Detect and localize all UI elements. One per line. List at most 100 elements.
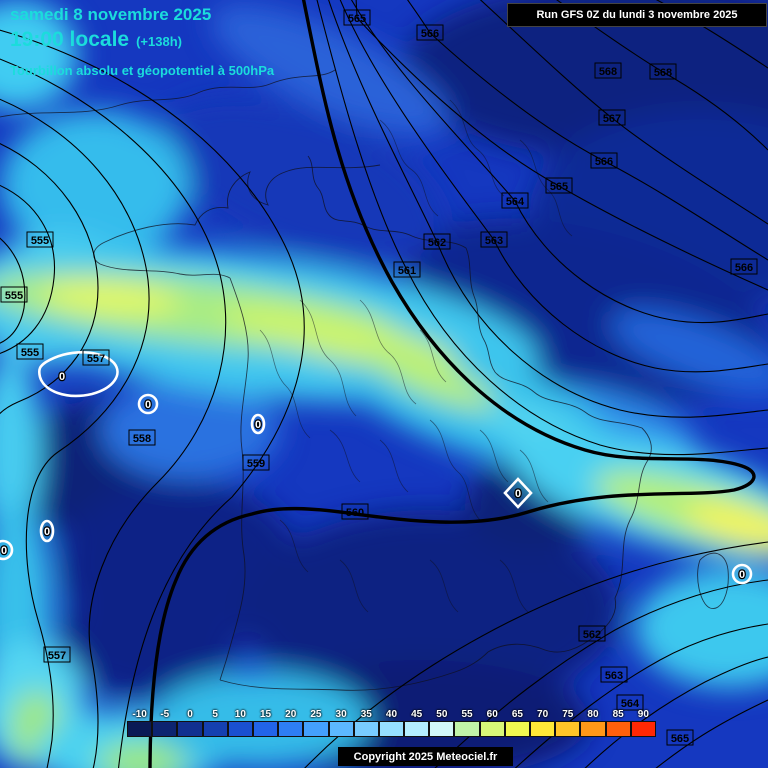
contour-label-box bbox=[16, 343, 44, 360]
legend-tick-label: 65 bbox=[511, 709, 523, 720]
legend-tick-label: 50 bbox=[436, 709, 448, 720]
valid-time-text: 19:00 locale bbox=[10, 28, 130, 51]
contour-label-box bbox=[0, 286, 28, 303]
contour-label: 563 bbox=[485, 235, 503, 247]
contour-label: 565 bbox=[671, 733, 689, 745]
color-scale-legend: -10 -5 0 5 10 15 20 25 30 35 40 45 50 55 60 65 70 75 80 85 9… bbox=[127, 709, 656, 737]
contour-label-box bbox=[480, 231, 508, 248]
contour-label-box bbox=[341, 503, 369, 520]
legend-color-swatch bbox=[252, 721, 279, 737]
contour-label-box bbox=[423, 233, 451, 250]
legend-tick-label: 10 bbox=[234, 709, 246, 720]
legend-swatch-row bbox=[127, 721, 656, 737]
contour-label-box bbox=[242, 454, 270, 471]
legend-tick-label: 40 bbox=[385, 709, 398, 720]
legend-color-swatch bbox=[530, 721, 556, 737]
legend-color-swatch bbox=[630, 721, 656, 737]
contour-label: 555 bbox=[5, 290, 23, 302]
contour-label: 559 bbox=[247, 458, 265, 470]
legend-tick-label: 5 bbox=[212, 709, 218, 720]
contour-label: 555 bbox=[31, 235, 49, 247]
contour-label-box bbox=[501, 192, 529, 209]
map-header: samedi 8 novembre 2025 19:00 locale (+138… bbox=[10, 5, 274, 78]
contour-label: 562 bbox=[583, 629, 601, 641]
legend-color-swatch bbox=[278, 721, 304, 737]
legend-color-swatch bbox=[227, 721, 253, 737]
legend-tick-label: 35 bbox=[360, 709, 372, 720]
contour-label-box bbox=[128, 429, 156, 446]
contour-label: 555 bbox=[21, 347, 39, 359]
legend-tick-label: 60 bbox=[486, 709, 498, 720]
contour-label: 567 bbox=[603, 113, 621, 125]
vorticity-zero-label: 0 bbox=[515, 488, 521, 500]
contour-label: 557 bbox=[48, 650, 66, 662]
vorticity-zero-label: 0 bbox=[255, 419, 261, 431]
legend-color-swatch bbox=[404, 721, 430, 737]
contour-label-box bbox=[26, 231, 54, 248]
contour-label-box bbox=[666, 729, 694, 746]
contour-label-box bbox=[600, 666, 628, 683]
legend-color-swatch bbox=[202, 721, 228, 737]
legend-tick-label: -10 bbox=[132, 709, 147, 720]
copyright-bar: Copyright 2025 Meteociel.fr bbox=[338, 747, 513, 766]
contour-label: 566 bbox=[595, 156, 613, 168]
legend-tick-label: 90 bbox=[637, 709, 649, 720]
legend-tick-label: 85 bbox=[612, 709, 624, 720]
contour-label-box bbox=[616, 694, 644, 711]
contour-label-box bbox=[590, 152, 618, 169]
valid-date: samedi 8 novembre 2025 bbox=[10, 5, 212, 24]
legend-color-swatch bbox=[353, 721, 379, 737]
legend-color-swatch bbox=[429, 721, 455, 737]
legend-color-swatch bbox=[454, 721, 480, 737]
contour-label: 563 bbox=[605, 670, 623, 682]
parameter-title: Tourbillon absolu et géopotentiel à 500h… bbox=[10, 63, 275, 78]
contour-label: 566 bbox=[735, 262, 753, 274]
legend-tick-label: 0 bbox=[187, 709, 193, 720]
legend-tick-label: 70 bbox=[537, 709, 549, 720]
legend-tick-label: 30 bbox=[335, 709, 347, 720]
legend-color-swatch bbox=[127, 721, 153, 737]
contour-label: 564 bbox=[506, 196, 525, 208]
contour-label-box bbox=[416, 24, 444, 41]
contour-label-box bbox=[578, 625, 606, 642]
vorticity-zero-label: 0 bbox=[44, 526, 50, 538]
contour-label-box bbox=[649, 63, 677, 80]
legend-tick-label: 80 bbox=[587, 709, 599, 720]
contour-label: 558 bbox=[133, 433, 151, 445]
legend-tick-label: 45 bbox=[411, 709, 423, 720]
contour-label: 562 bbox=[428, 237, 446, 249]
legend-color-swatch bbox=[328, 721, 354, 737]
zero-marker-layer: 0 0 0 0 0 0 0 bbox=[0, 370, 746, 583]
contour-label-box bbox=[730, 258, 758, 275]
legend-tick-label: 25 bbox=[310, 709, 322, 720]
legend-color-swatch bbox=[555, 721, 581, 737]
legend-color-swatch bbox=[504, 721, 530, 737]
legend-tick-label: 55 bbox=[461, 709, 473, 720]
contour-label: 565 bbox=[550, 181, 568, 193]
contour-label-box bbox=[343, 9, 371, 26]
vorticity-zero-contours bbox=[0, 351, 753, 585]
valid-time: 19:00 locale (+138h) bbox=[10, 28, 274, 52]
legend-color-swatch bbox=[479, 721, 505, 737]
forecast-offset: (+138h) bbox=[136, 34, 182, 49]
legend-color-swatch bbox=[378, 721, 405, 737]
legend-values-row: -10 -5 0 5 10 15 20 25 30 35 40 45 50 55 60 65 70 75 80 85 9… bbox=[127, 709, 656, 720]
contour-label: 560 bbox=[346, 507, 364, 519]
legend-color-swatch bbox=[303, 721, 329, 737]
legend-tick-label: 75 bbox=[562, 709, 574, 720]
contour-label: 561 bbox=[398, 265, 416, 277]
vorticity-zero-label: 0 bbox=[59, 371, 65, 383]
legend-tick-label: 15 bbox=[259, 709, 272, 720]
contour-label-box bbox=[598, 109, 626, 126]
legend-color-swatch bbox=[580, 721, 606, 737]
model-run-info: Run GFS 0Z du lundi 3 novembre 2025 bbox=[507, 3, 767, 27]
contour-label-box bbox=[393, 261, 421, 278]
contour-label: 568 bbox=[599, 66, 617, 78]
contour-label: 557 bbox=[87, 353, 105, 365]
vorticity-zero-label: 0 bbox=[145, 399, 151, 411]
legend-color-swatch bbox=[152, 721, 178, 737]
contour-label: 568 bbox=[654, 67, 672, 79]
legend-color-swatch bbox=[605, 721, 631, 737]
